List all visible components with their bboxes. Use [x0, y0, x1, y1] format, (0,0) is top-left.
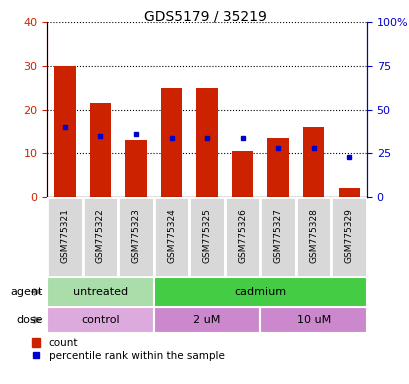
Bar — [153, 307, 260, 333]
Bar — [153, 277, 366, 307]
Bar — [83, 197, 118, 277]
Text: GSM775326: GSM775326 — [238, 208, 247, 263]
Text: control: control — [81, 315, 119, 325]
Text: untreated: untreated — [73, 287, 128, 297]
Text: GSM775324: GSM775324 — [166, 208, 175, 263]
Text: cadmium: cadmium — [234, 287, 286, 297]
Text: GSM775325: GSM775325 — [202, 208, 211, 263]
Text: dose: dose — [16, 315, 43, 325]
Text: 2 uM: 2 uM — [193, 315, 220, 325]
Bar — [90, 103, 111, 197]
Bar — [302, 127, 324, 197]
Text: 10 uM: 10 uM — [296, 315, 330, 325]
Bar — [260, 197, 295, 277]
Bar — [47, 197, 83, 277]
Bar — [330, 197, 366, 277]
Text: GSM775327: GSM775327 — [273, 208, 282, 263]
Bar — [196, 88, 217, 197]
Bar — [189, 197, 224, 277]
Bar — [338, 188, 359, 197]
Text: agent: agent — [11, 287, 43, 297]
Bar — [54, 66, 75, 197]
Text: GDS5179 / 35219: GDS5179 / 35219 — [143, 10, 266, 24]
Bar — [295, 197, 330, 277]
Text: GSM775321: GSM775321 — [60, 208, 69, 263]
Bar — [118, 197, 153, 277]
Bar — [125, 140, 146, 197]
Bar — [47, 307, 153, 333]
Bar — [224, 197, 260, 277]
Bar — [153, 197, 189, 277]
Text: GSM775322: GSM775322 — [96, 208, 105, 263]
Legend: count, percentile rank within the sample: count, percentile rank within the sample — [32, 338, 224, 361]
Text: GSM775328: GSM775328 — [308, 208, 317, 263]
Bar — [260, 307, 366, 333]
Bar — [267, 138, 288, 197]
Bar — [231, 151, 253, 197]
Text: GSM775323: GSM775323 — [131, 208, 140, 263]
Bar — [47, 277, 153, 307]
Bar — [160, 88, 182, 197]
Text: GSM775329: GSM775329 — [344, 208, 353, 263]
